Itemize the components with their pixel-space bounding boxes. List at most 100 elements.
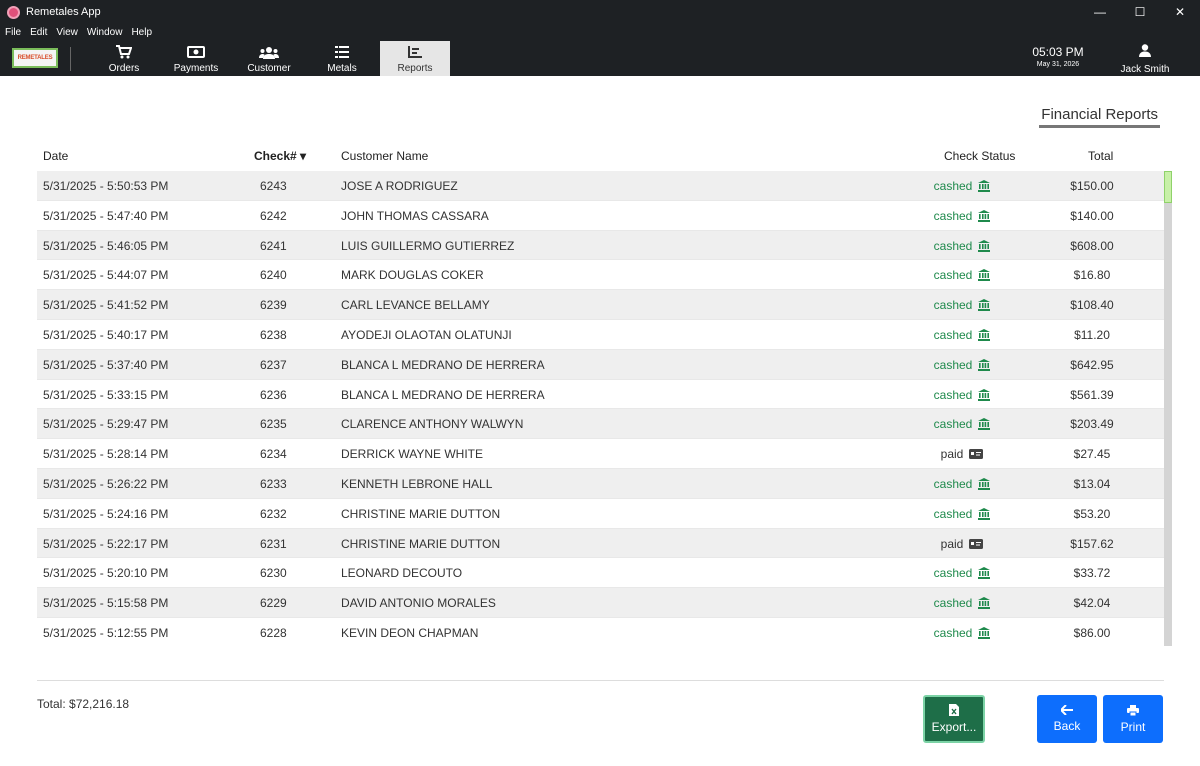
menu-view[interactable]: View	[56, 27, 78, 38]
cell-total: $27.45	[1073, 447, 1111, 462]
table-row[interactable]: 5/31/2025 - 5:46:05 PM 6241 LUIS GUILLERMO…	[37, 230, 1164, 261]
status-text: cashed	[933, 327, 973, 342]
table-row[interactable]: 5/31/2025 - 5:20:10 PM 6230 LEONARD DECOUT…	[37, 558, 1164, 589]
column-header-status[interactable]: Check Status	[944, 149, 1016, 163]
cell-total: $13.04	[1073, 476, 1111, 491]
cell-total: $157.62	[1070, 536, 1114, 551]
printer-icon	[1127, 704, 1139, 716]
table-row[interactable]: 5/31/2025 - 5:47:40 PM 6242 JOHN THOMAS CA…	[37, 200, 1164, 231]
status-text: cashed	[933, 238, 973, 253]
users-icon	[259, 44, 279, 60]
cell-check-status: cashed	[907, 417, 1017, 431]
cell-total: $140.00	[1070, 208, 1114, 223]
bank-icon	[978, 626, 991, 639]
tab-orders[interactable]: Orders	[88, 41, 160, 76]
cell-date: 5/31/2025 - 5:50:53 PM	[43, 179, 169, 193]
page-title: Financial Reports	[1039, 106, 1160, 128]
tab-metals[interactable]: Metals	[306, 41, 378, 76]
cell-total: $16.80	[1073, 268, 1111, 283]
table-row[interactable]: 5/31/2025 - 5:26:22 PM 6233 KENNETH LEBRON…	[37, 468, 1164, 499]
cell-check-number: 6238	[260, 327, 287, 342]
status-text: cashed	[933, 596, 973, 611]
status-text: paid	[940, 447, 964, 462]
window-title: Remetales App	[26, 6, 101, 18]
bank-icon	[978, 328, 991, 341]
table-row[interactable]: 5/31/2025 - 5:29:47 PM 6235 CLARENCE ANTHO…	[37, 409, 1164, 440]
table-row[interactable]: 5/31/2025 - 5:41:52 PM 6239 CARL LEVANCE B…	[37, 290, 1164, 320]
cell-customer-name: DERRICK WAYNE WHITE	[341, 447, 484, 462]
cell-total: $11.20	[1074, 327, 1110, 342]
bank-icon	[978, 597, 991, 610]
list-icon	[335, 44, 349, 60]
cell-check-status: cashed	[907, 477, 1017, 491]
table-row[interactable]: 5/31/2025 - 5:33:15 PM 6236 BLANCA L MEDRA…	[37, 379, 1164, 410]
bank-icon	[978, 358, 991, 371]
cell-check-number: 6239	[260, 298, 287, 313]
divider	[37, 680, 1164, 681]
tab-label: Orders	[108, 63, 140, 74]
table-row[interactable]: 5/31/2025 - 5:40:17 PM 6238 AYODEJI OLAOTA…	[37, 319, 1164, 350]
tab-customer[interactable]: Customer	[233, 41, 305, 76]
cell-date: 5/31/2025 - 5:33:15 PM	[43, 387, 169, 402]
back-button[interactable]: Back	[1037, 695, 1097, 743]
cell-customer-name: MARK DOUGLAS COKER	[341, 268, 484, 283]
bank-icon	[978, 209, 991, 222]
menu-file[interactable]: File	[5, 27, 22, 38]
column-header-date[interactable]: Date	[43, 149, 69, 163]
window-controls: — ☐ ✕	[1080, 0, 1200, 24]
back-label: Back	[1053, 719, 1081, 733]
scrollbar-track[interactable]	[1164, 171, 1172, 646]
cell-total: $42.04	[1073, 596, 1111, 611]
print-button[interactable]: Print	[1103, 695, 1163, 743]
cell-customer-name: CHRISTINE MARIE DUTTON	[341, 506, 501, 521]
export-button[interactable]: Export...	[923, 695, 985, 743]
table-row[interactable]: 5/31/2025 - 5:28:14 PM 6234 DERRICK WAYNE …	[37, 439, 1164, 469]
cell-date: 5/31/2025 - 5:44:07 PM	[43, 268, 169, 283]
cell-date: 5/31/2025 - 5:12:55 PM	[43, 625, 169, 640]
table-row[interactable]: 5/31/2025 - 5:12:55 PM 6228 KEVIN DEON CHA…	[37, 617, 1164, 646]
close-button[interactable]: ✕	[1174, 5, 1186, 19]
cell-date: 5/31/2025 - 5:24:16 PM	[43, 506, 169, 521]
tab-reports[interactable]: Reports	[380, 41, 450, 76]
tab-payments[interactable]: Payments	[160, 41, 232, 76]
column-header-customer[interactable]: Customer Name	[341, 149, 429, 163]
column-header-total[interactable]: Total	[1088, 149, 1114, 163]
table-row[interactable]: 5/31/2025 - 5:44:07 PM 6240 MARK DOUGLAS C…	[37, 260, 1164, 291]
cell-date: 5/31/2025 - 5:29:47 PM	[43, 417, 169, 432]
cell-check-status: paid	[907, 447, 1017, 461]
table-row[interactable]: 5/31/2025 - 5:22:17 PM 6231 CHRISTINE MARI…	[37, 528, 1164, 559]
user-icon	[1139, 44, 1151, 60]
clock-time: 05:03 PM	[1032, 45, 1084, 59]
table-row[interactable]: 5/31/2025 - 5:50:53 PM 6243 JOSE A RODRIGU…	[37, 171, 1164, 201]
bank-icon	[978, 180, 991, 192]
cell-check-status: cashed	[907, 239, 1017, 253]
cell-total: $642.95	[1070, 357, 1114, 372]
column-header-check[interactable]: Check# ▾	[254, 149, 306, 163]
table-row[interactable]: 5/31/2025 - 5:37:40 PM 6237 BLANCA L MEDRA…	[37, 349, 1164, 380]
cell-customer-name: CHRISTINE MARIE DUTTON	[341, 536, 501, 551]
status-text: cashed	[933, 417, 973, 432]
cell-date: 5/31/2025 - 5:46:05 PM	[43, 238, 169, 253]
menu-help[interactable]: Help	[131, 27, 153, 38]
user-menu[interactable]: Jack Smith	[1110, 44, 1180, 75]
menu-window[interactable]: Window	[86, 27, 123, 38]
cell-customer-name: BLANCA L MEDRANO DE HERRERA	[341, 357, 545, 372]
status-text: cashed	[933, 625, 973, 640]
cell-date: 5/31/2025 - 5:20:10 PM	[43, 566, 169, 581]
tab-label: Payments	[173, 63, 219, 74]
menu-edit[interactable]: Edit	[30, 27, 48, 38]
clock: 05:03 PM May 31, 2026	[1020, 45, 1096, 68]
cell-check-status: cashed	[907, 596, 1017, 610]
minimize-button[interactable]: —	[1094, 5, 1106, 19]
cell-date: 5/31/2025 - 5:26:22 PM	[43, 476, 169, 491]
cell-customer-name: KEVIN DEON CHAPMAN	[341, 625, 479, 640]
cell-check-status: cashed	[907, 358, 1017, 372]
app-logo: REMETALES	[12, 48, 58, 68]
maximize-button[interactable]: ☐	[1134, 5, 1146, 19]
table-row[interactable]: 5/31/2025 - 5:24:16 PM 6232 CHRISTINE MARI…	[37, 498, 1164, 529]
cell-check-status: cashed	[907, 328, 1017, 342]
column-header-check-label: Check#	[254, 149, 297, 163]
cell-total: $608.00	[1070, 238, 1114, 253]
table-row[interactable]: 5/31/2025 - 5:15:58 PM 6229 DAVID ANTONIO …	[37, 588, 1164, 618]
scrollbar-thumb[interactable]	[1164, 171, 1172, 203]
